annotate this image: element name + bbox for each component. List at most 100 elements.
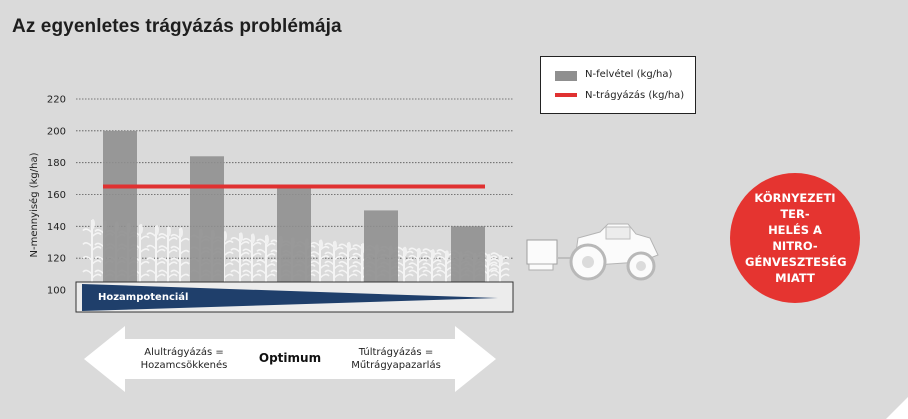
corn-plant-icon xyxy=(408,247,428,282)
corn-leaf xyxy=(408,247,419,253)
corn-leaf xyxy=(431,273,442,279)
bar xyxy=(364,210,398,282)
corn-leaf xyxy=(408,269,419,275)
corn-tassel xyxy=(403,246,407,257)
circle-line3: GÉNVESZTESÉG xyxy=(745,255,847,269)
y-tick-label: 200 xyxy=(47,126,66,137)
corn-leaf xyxy=(490,258,501,264)
corn-tassel xyxy=(487,253,491,264)
corn-leaf xyxy=(242,269,253,275)
corn-leaf xyxy=(223,251,234,257)
underfertilization-line1: Alultrágyázás = xyxy=(144,347,224,358)
y-tick-label: 140 xyxy=(47,222,66,233)
environment-warning-text: KÖRNYEZETI TER- HELÉS A NITRO- GÉNVESZTE… xyxy=(745,190,847,286)
corn-leaf xyxy=(251,241,262,247)
y-tick-labels: 100 120 140 160 180 200 220 xyxy=(47,95,66,297)
corn-leaf xyxy=(167,273,178,279)
corn-leaf xyxy=(310,251,321,257)
corn-tassel xyxy=(91,219,95,229)
corn-leaf xyxy=(403,258,414,264)
y-tick-label: 180 xyxy=(47,158,66,169)
corn-leaf xyxy=(158,269,169,275)
corn-leaf xyxy=(242,248,253,254)
corn-leaf xyxy=(338,269,349,275)
corn-leaf xyxy=(155,273,166,279)
corn-leaf xyxy=(431,266,442,272)
page-title: Az egyenletes trágyázás problémája xyxy=(12,16,342,37)
corn-leaf xyxy=(146,244,157,250)
corn-leaf xyxy=(230,247,241,253)
corn-leaf xyxy=(490,269,501,275)
corn-tassel xyxy=(347,241,351,252)
corn-tassel xyxy=(499,255,503,265)
optimum-label: Optimum xyxy=(258,351,322,365)
corn-leaf xyxy=(347,273,358,279)
corn-leaf xyxy=(319,255,330,261)
corn-leaf xyxy=(352,269,363,275)
corn-leaf xyxy=(230,269,241,275)
corn-leaf xyxy=(436,262,447,268)
corn-leaf xyxy=(436,269,447,275)
corn-leaf xyxy=(436,255,447,261)
corn-leaf xyxy=(251,263,262,268)
corn-leaf xyxy=(417,273,428,279)
corn-tassel xyxy=(251,233,255,244)
corn-leaf xyxy=(82,242,93,248)
corn-leaf xyxy=(352,261,363,267)
corn-leaf xyxy=(179,261,190,267)
corn-leaf xyxy=(139,273,150,279)
corn-tassel xyxy=(417,247,421,258)
bar xyxy=(103,130,137,282)
page-corner xyxy=(886,397,908,419)
corn-tassel xyxy=(431,249,435,259)
corn-leaf xyxy=(223,240,234,246)
circle-line4: MIATT xyxy=(775,271,815,285)
corn-leaf xyxy=(403,273,414,279)
corn-leaf xyxy=(310,260,321,266)
corn-tassel xyxy=(239,232,243,243)
corn-leaf xyxy=(431,259,442,265)
yield-potential-wedge xyxy=(82,284,498,311)
corn-leaf xyxy=(251,252,262,258)
corn-leaf xyxy=(490,252,501,258)
corn-tassel xyxy=(319,239,323,250)
y-tick-label: 120 xyxy=(47,254,66,265)
underfertilization-line2: Hozamcsökkenés xyxy=(140,360,228,371)
corn-leaf xyxy=(239,251,250,257)
corn-plant-icon xyxy=(158,226,178,282)
corn-leaf xyxy=(487,261,498,267)
bar xyxy=(451,226,485,282)
corn-leaf xyxy=(333,264,344,270)
corn-leaf xyxy=(256,269,267,275)
corn-leaf xyxy=(251,273,262,279)
corn-leaf xyxy=(403,265,414,271)
corn-leaf xyxy=(91,273,102,279)
circle-line2: HELÉS A NITRO- xyxy=(768,223,822,253)
corn-leaf xyxy=(167,237,178,243)
corn-leaf xyxy=(155,261,166,267)
legend-bar-label: N-felvétel (kg/ha) xyxy=(585,69,673,80)
corn-plant-icon xyxy=(324,240,344,282)
corn-plant-icon xyxy=(146,225,166,282)
corn-leaf xyxy=(324,269,335,275)
corn-leaf xyxy=(487,267,498,273)
corn-tassel xyxy=(333,240,337,251)
corn-leaf xyxy=(179,249,190,255)
bar xyxy=(277,186,311,282)
corn-leaf xyxy=(499,267,510,273)
y-tick-label: 160 xyxy=(47,190,66,201)
corn-leaf xyxy=(155,236,166,242)
y-tick-label: 100 xyxy=(47,286,66,297)
double-arrow-shape xyxy=(84,326,496,392)
corn-leaf xyxy=(139,248,150,254)
corn-leaf xyxy=(242,259,253,264)
corn-leaf xyxy=(223,262,234,268)
corn-leaf xyxy=(167,249,178,255)
corn-leaf xyxy=(347,264,358,270)
corn-plant-icon xyxy=(256,234,276,282)
corn-tassel xyxy=(139,223,143,234)
corn-leaf xyxy=(158,233,169,239)
corn-leaf xyxy=(91,246,102,252)
corn-plant-icon xyxy=(310,239,330,282)
